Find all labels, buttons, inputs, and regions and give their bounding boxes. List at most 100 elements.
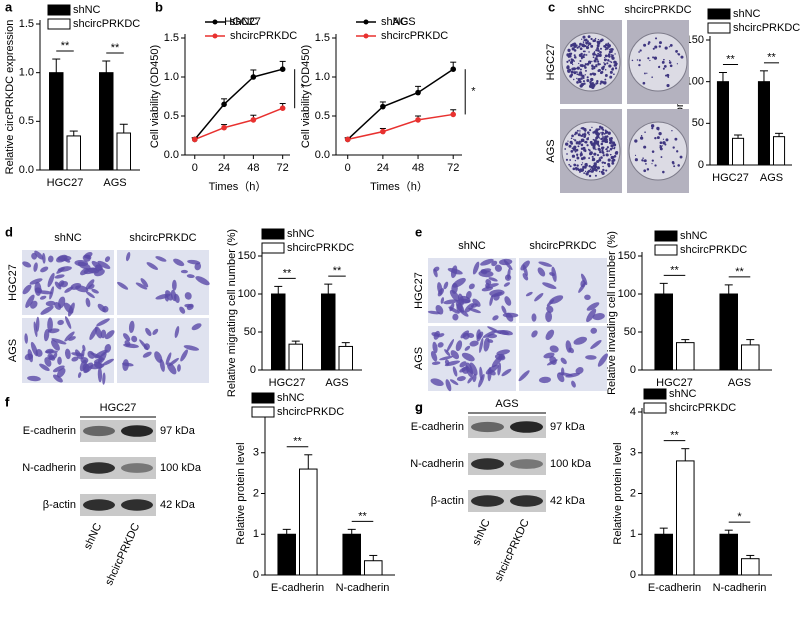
colony <box>588 51 590 53</box>
colony <box>600 137 603 141</box>
y-axis-label: Relative protein level <box>235 442 247 544</box>
cell <box>503 282 511 287</box>
bar <box>676 342 695 371</box>
band <box>121 499 153 511</box>
colony <box>609 60 611 63</box>
bar <box>288 343 303 371</box>
colony <box>586 62 590 66</box>
colony <box>600 132 602 134</box>
colony <box>669 43 673 47</box>
cell <box>180 349 188 362</box>
bar <box>277 533 297 576</box>
colony <box>599 150 602 154</box>
colony <box>593 169 596 172</box>
cell <box>491 355 503 368</box>
colony <box>608 137 611 140</box>
x-tick-label: AGS <box>760 172 783 184</box>
cell <box>87 350 95 359</box>
y-tick-label: 0.0 <box>19 164 34 176</box>
cell <box>22 284 32 295</box>
colony <box>592 146 596 150</box>
cell <box>461 352 475 362</box>
colony <box>589 61 591 63</box>
colony <box>603 132 606 135</box>
bar <box>676 460 695 576</box>
colony <box>614 53 616 55</box>
colony <box>580 74 583 77</box>
colony <box>657 128 660 131</box>
blot-title: AGS <box>495 398 518 410</box>
bar <box>757 81 770 166</box>
colony <box>580 71 583 74</box>
cell <box>468 283 475 290</box>
cell <box>487 326 502 334</box>
legend-label: shNC <box>680 230 708 242</box>
colony <box>652 47 655 50</box>
cell <box>52 374 63 383</box>
cell <box>88 284 95 290</box>
colony <box>582 50 585 53</box>
cell <box>171 279 177 291</box>
band <box>83 499 115 511</box>
cell <box>195 276 210 286</box>
colony <box>677 164 680 167</box>
cell <box>56 267 65 274</box>
colony <box>570 149 574 153</box>
colony <box>594 37 597 40</box>
cell <box>145 327 152 337</box>
band <box>510 421 543 433</box>
cell <box>456 376 466 382</box>
cell <box>597 353 608 367</box>
cell <box>47 255 54 263</box>
image <box>519 258 607 323</box>
colony <box>598 69 601 72</box>
colony <box>651 159 654 162</box>
colony <box>567 48 570 51</box>
colony <box>594 57 598 61</box>
image <box>627 20 689 104</box>
colony <box>646 72 648 74</box>
colony <box>571 43 575 47</box>
significance-label: ** <box>61 40 70 52</box>
colony <box>581 162 584 164</box>
colony <box>582 80 586 83</box>
cell <box>479 366 483 381</box>
cell <box>186 274 195 279</box>
band-size: 97 kDa <box>160 425 196 437</box>
colony <box>585 41 588 45</box>
colony <box>643 43 647 47</box>
colony <box>579 129 581 132</box>
cell <box>146 262 159 270</box>
colony <box>585 69 587 72</box>
image <box>518 326 608 391</box>
cell <box>79 359 87 372</box>
bar <box>299 468 318 576</box>
cell <box>449 303 455 312</box>
marker <box>450 66 457 72</box>
colony <box>576 129 579 132</box>
colony <box>586 137 589 141</box>
x-tick-label: 0 <box>192 162 198 174</box>
colony <box>579 152 583 157</box>
cell <box>33 321 38 338</box>
band <box>121 425 153 437</box>
colony <box>591 155 594 158</box>
cell <box>93 361 103 369</box>
colony <box>570 142 573 145</box>
colony <box>591 60 593 63</box>
marker <box>450 111 457 118</box>
y-tick-label: 1.0 <box>315 71 330 83</box>
colony <box>589 129 592 132</box>
colony <box>672 146 675 149</box>
cell <box>57 319 64 326</box>
image <box>428 326 516 392</box>
cell <box>452 366 458 377</box>
cell <box>534 292 544 302</box>
colony <box>664 65 666 67</box>
colony <box>610 139 613 141</box>
colony <box>590 37 593 41</box>
cell <box>40 305 54 315</box>
colony <box>575 148 579 152</box>
colony <box>590 44 594 48</box>
colony <box>602 128 605 131</box>
